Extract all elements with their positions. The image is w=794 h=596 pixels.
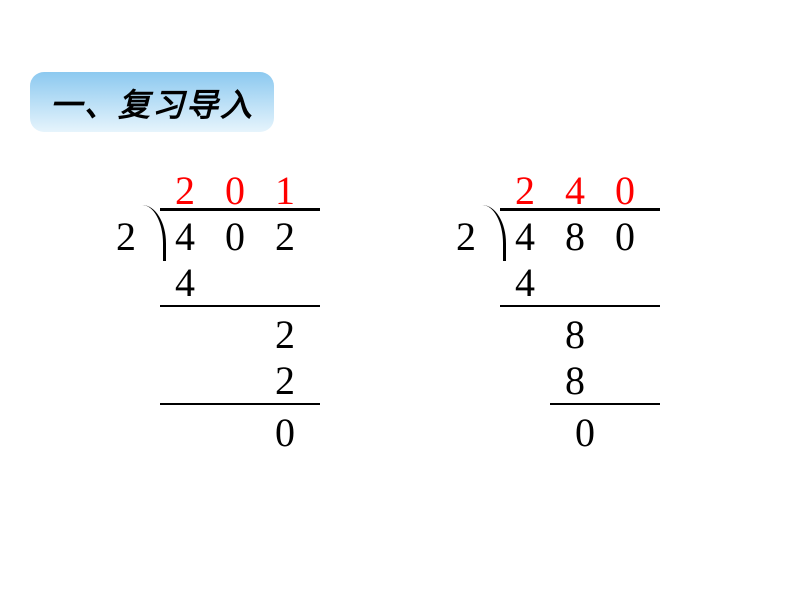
section-header: 一、复习导入 [30,72,274,132]
subtraction-line [160,305,320,307]
dividend-digit: 4 [500,217,550,257]
divisor: 2 [100,217,150,257]
quotient-digit: 0 [210,171,260,211]
divisor: 2 [440,217,490,257]
section-title: 一、复习导入 [50,80,254,126]
dividend-row: 2480 [440,211,660,257]
subtraction-line [160,403,320,405]
dividend-digit: 0 [600,217,650,257]
quotient-digit: 2 [160,171,210,211]
subtraction-line [500,305,660,307]
work-digit: 0 [560,413,610,453]
quotient-row: 201 [100,165,320,211]
work-row: 2 [100,309,320,355]
quotient-digit: 4 [550,171,600,211]
quotient-digit: 0 [600,171,650,211]
quotient-digit: 1 [260,171,310,211]
work-row: 2 [100,355,320,401]
problems-container: 2012402422024024804880 [100,165,660,453]
quotient-digit: 2 [500,171,550,211]
work-row: 0 [440,407,660,453]
subtraction-line [550,403,660,405]
quotient-row: 240 [440,165,660,211]
dividend-digit: 8 [550,217,600,257]
work-digit: 4 [500,263,550,303]
work-digit: 0 [260,413,310,453]
quotient-bar [500,208,660,211]
dividend-row: 2402 [100,211,320,257]
long-division-problem: 24024804880 [440,165,660,453]
dividend-digit: 2 [260,217,310,257]
work-row: 4 [100,257,320,303]
dividend-digit: 0 [210,217,260,257]
dividend-digit: 4 [160,217,210,257]
quotient-bar [160,208,320,211]
work-digit: 8 [550,361,600,401]
work-digit: 2 [260,315,310,355]
work-digit: 2 [260,361,310,401]
work-row: 4 [440,257,660,303]
work-digit: 8 [550,315,600,355]
work-row: 0 [100,407,320,453]
work-row: 8 [440,309,660,355]
long-division-problem: 20124024220 [100,165,320,453]
work-digit: 4 [160,263,210,303]
work-row: 8 [440,355,660,401]
